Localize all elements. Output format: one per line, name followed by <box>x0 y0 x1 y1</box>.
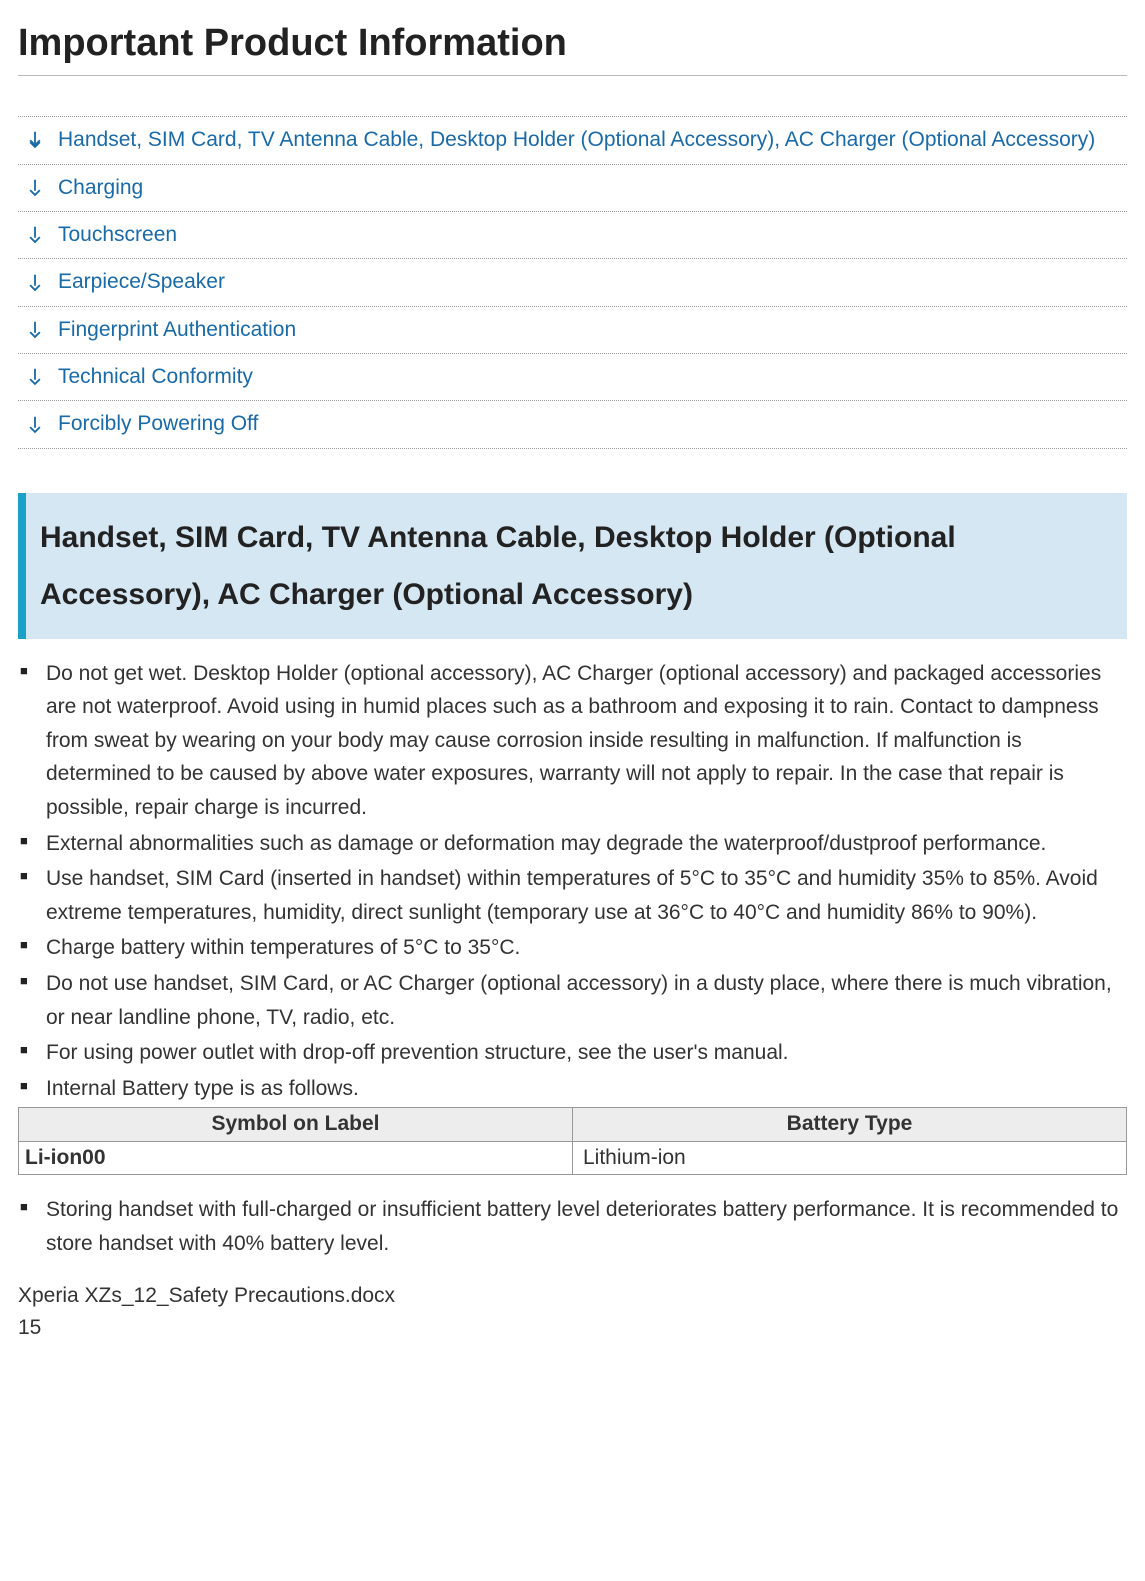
arrow-down-icon <box>24 177 46 199</box>
section-heading: Handset, SIM Card, TV Antenna Cable, Des… <box>18 493 1127 639</box>
table-row: Li-ion00 Lithium-ion <box>19 1141 1127 1174</box>
bullet-list: Do not get wet. Desktop Holder (optional… <box>18 657 1127 1106</box>
list-item: External abnormalities such as damage or… <box>18 827 1127 861</box>
footer-filename: Xperia XZs_12_Safety Precautions.docx <box>18 1280 1127 1312</box>
toc-item-conformity[interactable]: Technical Conformity <box>18 353 1127 400</box>
table-cell-type: Lithium-ion <box>573 1141 1127 1174</box>
toc-item-charging[interactable]: Charging <box>18 164 1127 211</box>
bullet-list-after: Storing handset with full-charged or ins… <box>18 1193 1127 1260</box>
toc-item-label: Earpiece/Speaker <box>58 270 225 293</box>
list-item: Use handset, SIM Card (inserted in hands… <box>18 862 1127 929</box>
toc-item-fingerprint[interactable]: Fingerprint Authentication <box>18 306 1127 353</box>
list-item: Charge battery within temperatures of 5°… <box>18 931 1127 965</box>
list-item: Storing handset with full-charged or ins… <box>18 1193 1127 1260</box>
arrow-down-icon <box>24 224 46 246</box>
toc-item-label: Charging <box>58 176 143 199</box>
arrow-down-icon <box>24 319 46 341</box>
footer: Xperia XZs_12_Safety Precautions.docx 15 <box>18 1280 1127 1343</box>
toc-item-label: Handset, SIM Card, TV Antenna Cable, Des… <box>58 128 1095 151</box>
arrow-down-icon <box>24 366 46 388</box>
toc-item-touchscreen[interactable]: Touchscreen <box>18 211 1127 258</box>
toc-item-label: Fingerprint Authentication <box>58 318 296 341</box>
table-header-symbol: Symbol on Label <box>19 1108 573 1141</box>
list-item: Do not get wet. Desktop Holder (optional… <box>18 657 1127 825</box>
footer-page-number: 15 <box>18 1312 1127 1344</box>
arrow-down-icon <box>24 272 46 294</box>
page-title: Important Product Information <box>18 18 1127 76</box>
list-item: For using power outlet with drop-off pre… <box>18 1036 1127 1070</box>
arrow-down-icon <box>24 414 46 436</box>
toc-item-label: Technical Conformity <box>58 365 253 388</box>
list-item: Do not use handset, SIM Card, or AC Char… <box>18 967 1127 1034</box>
toc-item-label: Touchscreen <box>58 223 177 246</box>
list-item: Internal Battery type is as follows. <box>18 1072 1127 1106</box>
table-of-contents: Handset, SIM Card, TV Antenna Cable, Des… <box>18 116 1127 448</box>
arrow-down-icon <box>24 129 46 151</box>
toc-item-handset[interactable]: Handset, SIM Card, TV Antenna Cable, Des… <box>18 116 1127 163</box>
toc-item-label: Forcibly Powering Off <box>58 412 258 435</box>
battery-table: Symbol on Label Battery Type Li-ion00 Li… <box>18 1107 1127 1175</box>
toc-item-poweroff[interactable]: Forcibly Powering Off <box>18 400 1127 448</box>
toc-item-earpiece[interactable]: Earpiece/Speaker <box>18 258 1127 305</box>
table-cell-symbol: Li-ion00 <box>19 1141 573 1174</box>
table-header-type: Battery Type <box>573 1108 1127 1141</box>
